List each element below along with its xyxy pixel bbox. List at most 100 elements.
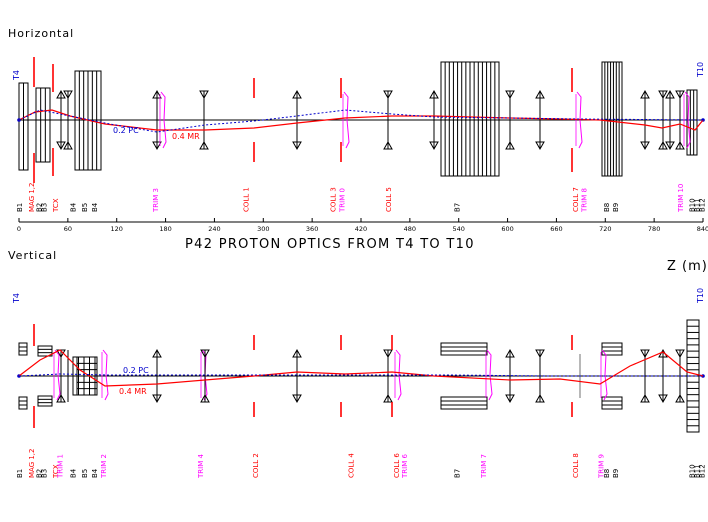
red-ray-vertical [18, 349, 704, 387]
trim-magnet [101, 349, 109, 401]
z-axis-tick-label: 420 [355, 225, 367, 233]
element-label: TRIM 8 [580, 188, 588, 213]
element-label: COLL 8 [572, 453, 580, 478]
element-label: B4 [70, 468, 78, 478]
element-label: COLL 7 [572, 187, 580, 212]
z-axis-tick-label: 360 [306, 225, 318, 233]
trim-magnet [342, 91, 350, 149]
element-label: B4 [91, 202, 99, 212]
quadrupole [152, 348, 162, 404]
dipole-magnet [440, 396, 488, 410]
dipole-magnet [35, 87, 51, 163]
element-label: B12 [698, 198, 706, 212]
z-axis-tick-label: 840 [697, 225, 708, 233]
element-label: B8 [603, 469, 611, 478]
red-ray-horizontal [18, 109, 704, 131]
element-label: COLL 4 [347, 453, 355, 478]
dipole-magnet [18, 396, 28, 410]
quadrupole [535, 89, 545, 151]
dipole-magnet [37, 345, 53, 357]
dipole-magnet [440, 61, 500, 177]
element-label: TRIM 4 [197, 454, 205, 479]
element-label: TRIM 7 [480, 454, 488, 479]
z-axis-tick-label: 300 [257, 225, 269, 233]
diagram-title: P42 PROTON OPTICS FROM T4 TO T10 [185, 237, 475, 252]
z-axis-tick-label: 120 [111, 225, 123, 233]
quadrupole [292, 348, 302, 404]
element-label: TRIM 1 [57, 454, 65, 479]
quadrupole [152, 89, 162, 151]
horizontal-target-right: T10 [696, 62, 705, 78]
horizontal-red-curve-label: 0.4 MR [172, 132, 200, 141]
horizontal-target-left: T4 [12, 70, 21, 81]
dipole-magnet [601, 342, 623, 356]
element-label: B5 [81, 469, 89, 478]
dipole-magnet [601, 396, 623, 410]
element-label: B9 [612, 203, 620, 212]
element-label: MAG 1,2 [28, 449, 36, 479]
element-label: B10 [689, 198, 697, 212]
z-axis-tick-label: 720 [599, 225, 611, 233]
element-label: TRIM 10 [677, 184, 685, 213]
dipole-magnet [686, 89, 698, 156]
trim-magnet [53, 349, 61, 401]
quadrupole [63, 90, 73, 150]
element-label: B7 [453, 469, 461, 478]
vertical-blue-curve-label: 0.2 PC [123, 366, 149, 375]
z-axis-tick-label: 60 [64, 225, 72, 233]
trim-magnet [683, 91, 691, 149]
dipole-magnet [74, 70, 102, 171]
element-label: COLL 1 [242, 187, 250, 212]
z-axis-tick-label: 480 [404, 225, 416, 233]
z-axis-tick-label: 180 [159, 225, 171, 233]
quadrupole [383, 349, 393, 403]
element-label: COLL 6 [393, 453, 401, 478]
quadrupole [675, 90, 685, 150]
element-label: TRIM 6 [401, 454, 409, 479]
quadrupole [56, 89, 66, 151]
dipole-magnet [18, 82, 29, 171]
element-label: B11 [693, 464, 701, 478]
element-label: TCX [52, 464, 60, 479]
quadrupole [505, 90, 515, 150]
dipole-magnet [76, 356, 98, 396]
element-label: B11 [693, 198, 701, 212]
element-label: B1 [16, 469, 24, 478]
z-axis-tick-label: 600 [501, 225, 513, 233]
element-label: B5 [81, 203, 89, 212]
element-label: B2 [36, 203, 44, 212]
z-axis-tick-label: 780 [648, 225, 660, 233]
element-label: B12 [698, 464, 706, 478]
element-label: TRIM 9 [597, 454, 605, 479]
vertical-heading: Vertical [8, 249, 57, 262]
element-label: B8 [603, 203, 611, 212]
element-label: TRIM 0 [338, 188, 346, 213]
z-axis: 0 60 120 180 240 300 360 420 480 540 600 660 720 780 8… [17, 218, 708, 233]
z-axis-tick-label: 0 [17, 225, 21, 233]
dipole-magnet [440, 342, 488, 356]
trim-magnet [485, 349, 493, 401]
element-label: B7 [453, 203, 461, 212]
z-axis-tick-label: 540 [453, 225, 465, 233]
horizontal-heading: Horizontal [8, 27, 74, 40]
element-label: TRIM 3 [152, 188, 160, 213]
quadrupole [292, 89, 302, 151]
trim-magnet [159, 91, 167, 149]
element-label: B4 [91, 468, 99, 478]
element-label: B3 [40, 203, 48, 212]
horizontal-blue-curve-label: 0.2 PC [113, 126, 139, 135]
quadrupole [640, 89, 650, 151]
element-label: MAG 1,2 [28, 183, 36, 213]
dipole-magnet [18, 342, 28, 356]
quadrupole [640, 349, 650, 403]
element-label: B9 [612, 469, 620, 478]
element-label: TRIM 2 [100, 454, 108, 479]
quadrupole [199, 90, 209, 150]
element-label: B4 [70, 202, 78, 212]
quadrupole [383, 90, 393, 150]
trim-magnet [600, 349, 608, 401]
element-label: B1 [16, 203, 24, 212]
quadrupole [505, 348, 515, 404]
